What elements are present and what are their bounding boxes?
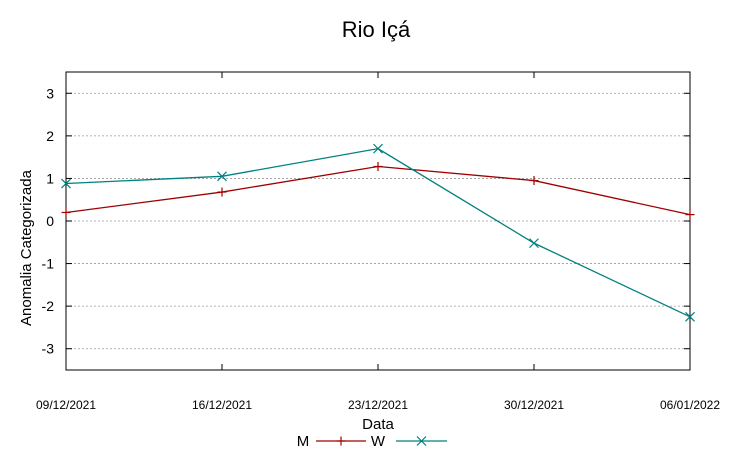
y-axis-label: Anomalia Categorizada	[18, 169, 35, 326]
legend-label-M: M	[297, 433, 310, 450]
y-tick-label: 2	[46, 128, 54, 144]
data-point-W	[685, 311, 695, 322]
x-tick-label: 09/12/2021	[36, 398, 96, 412]
y-tick-label: -2	[42, 298, 55, 314]
data-point-W	[217, 171, 227, 182]
x-tick-label: 06/01/2022	[660, 398, 720, 412]
data-point-M	[685, 210, 695, 220]
y-tick-label: 0	[46, 213, 54, 229]
x-axis-ticks: 09/12/2021 16/12/2021 23/12/2021 30/12/2021…	[36, 72, 720, 412]
x-tick-label: 23/12/2021	[348, 398, 408, 412]
x-tick-label: 16/12/2021	[192, 398, 252, 412]
data-point-W	[529, 238, 539, 249]
series-line-M	[65, 165, 691, 216]
y-tick-label: -3	[42, 341, 55, 357]
y-axis-ticks: 3 2 1 0 -1 -2 -3	[42, 85, 690, 357]
y-tick-label: 3	[46, 85, 54, 101]
data-point-M	[217, 187, 227, 197]
x-axis-label: Data	[362, 416, 394, 433]
data-point-M	[529, 176, 539, 186]
legend-marker-M	[336, 436, 346, 446]
data-point-M	[61, 207, 71, 217]
x-tick-label: 30/12/2021	[504, 398, 564, 412]
series-lines	[61, 143, 695, 322]
chart-title: Rio Içá	[342, 17, 411, 42]
legend-marker-W	[416, 436, 427, 446]
series-line-W	[65, 147, 691, 318]
legend-label-W: W	[371, 433, 386, 450]
data-point-W	[373, 143, 383, 154]
data-point-M	[373, 162, 383, 172]
data-point-W	[61, 178, 71, 189]
y-tick-label: 1	[46, 170, 54, 186]
gridlines	[66, 92, 690, 350]
y-tick-label: -1	[42, 256, 55, 272]
